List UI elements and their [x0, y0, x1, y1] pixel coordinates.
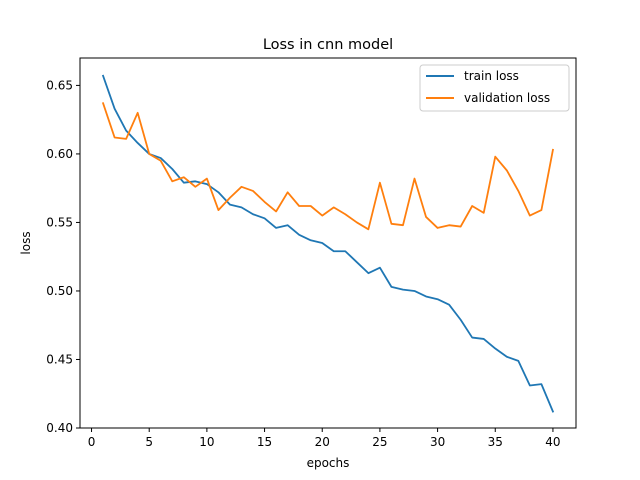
- y-axis-label: loss: [19, 231, 33, 254]
- x-tick-label: 25: [372, 435, 387, 449]
- plot-area: [101, 74, 555, 413]
- legend-label-validation-loss: validation loss: [464, 91, 550, 105]
- series-line-train-loss: [101, 74, 555, 413]
- x-tick-label: 0: [88, 435, 96, 449]
- y-tick-label: 0.55: [46, 215, 73, 229]
- series-line-validation-loss: [101, 102, 554, 231]
- x-axis-label: epochs: [307, 456, 350, 470]
- legend-label-train-loss: train loss: [464, 69, 519, 83]
- x-tick-label: 30: [430, 435, 445, 449]
- chart-title: Loss in cnn model: [263, 37, 393, 53]
- plot-frame: [79, 57, 577, 429]
- legend: train loss validation loss: [419, 64, 570, 112]
- x-tick-label: 10: [199, 435, 214, 449]
- x-tick-label: 40: [545, 435, 560, 449]
- y-tick-label: 0.45: [46, 352, 73, 366]
- y-tick-label: 0.50: [46, 284, 73, 298]
- y-tick-label: 0.40: [46, 421, 73, 435]
- y-tick-label: 0.65: [46, 78, 73, 92]
- x-tick-label: 5: [145, 435, 153, 449]
- x-tick-label: 35: [488, 435, 503, 449]
- legend-box: [419, 64, 570, 112]
- x-tick-label: 15: [257, 435, 272, 449]
- y-tick-label: 0.60: [46, 147, 73, 161]
- x-tick-label: 20: [315, 435, 330, 449]
